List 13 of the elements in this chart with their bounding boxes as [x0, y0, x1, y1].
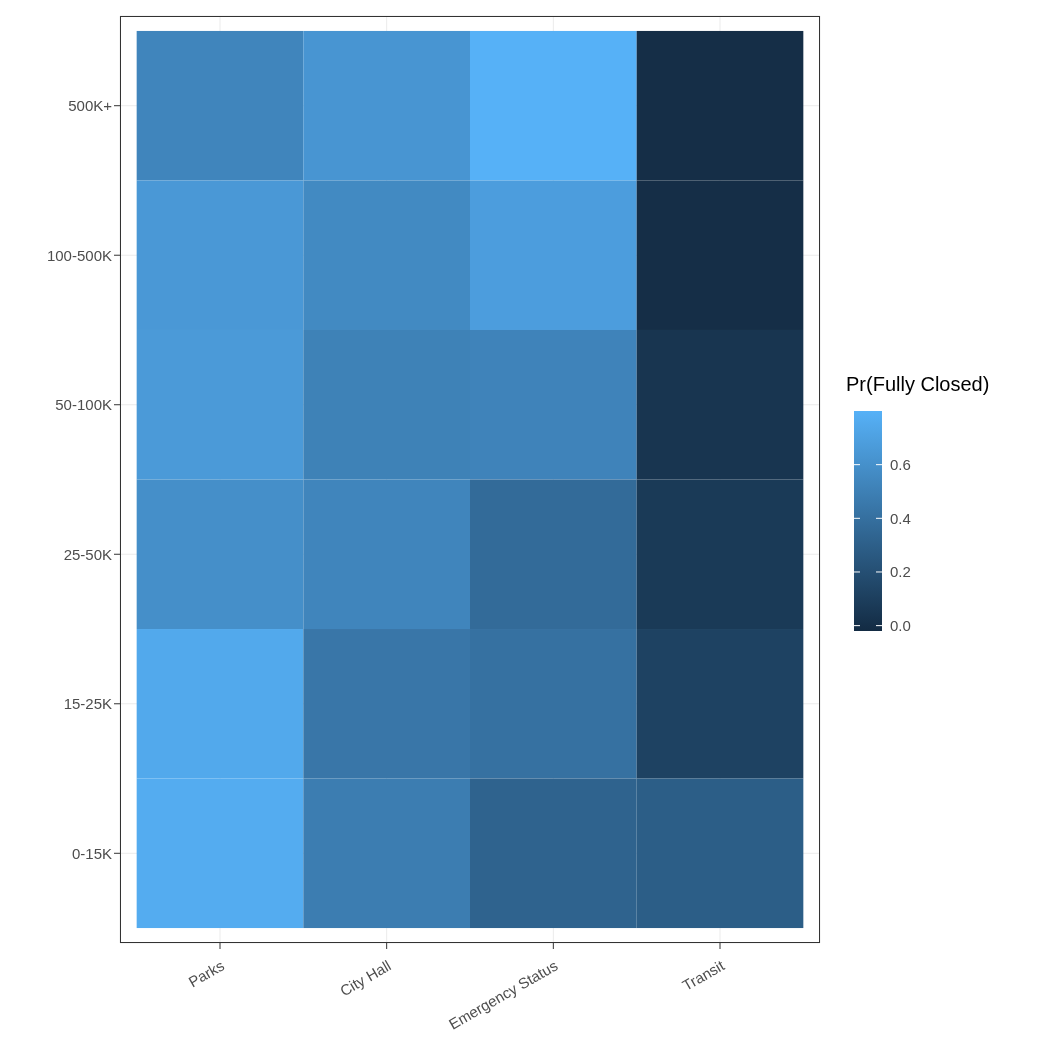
color-bar-label: 0.0 — [890, 617, 911, 635]
color-bar-label: 0.6 — [890, 456, 911, 474]
y-tick-label: 100-500K — [46, 246, 112, 264]
x-tick-label: City Hall — [336, 956, 394, 1000]
y-tick-label: 50-100K — [55, 396, 112, 414]
y-tick-label: 0-15K — [71, 844, 112, 862]
y-tick-label: 15-25K — [63, 695, 112, 713]
y-tick-label: 500K+ — [68, 97, 113, 115]
color-bar-label: 0.2 — [890, 563, 911, 581]
color-bar-label: 0.4 — [890, 509, 911, 527]
y-tick-label: 25-50K — [63, 545, 112, 563]
x-tick-label: Parks — [185, 956, 228, 991]
color-bar-title: Pr(Fully Closed) — [846, 373, 990, 395]
